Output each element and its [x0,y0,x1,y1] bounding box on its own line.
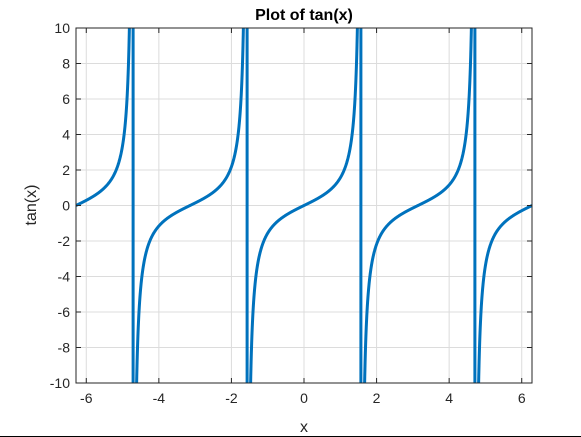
x-tick-label: -6 [80,390,93,406]
y-axis-label: tan(x) [23,185,40,226]
y-tick-label: 6 [62,91,70,107]
y-tick-label: 0 [62,198,70,214]
y-tick-label: -10 [50,375,70,391]
y-tick-label: 4 [62,127,70,143]
x-axis-label: x [300,419,308,436]
y-tick-label: -4 [58,269,71,285]
y-tick-label: -6 [58,304,71,320]
x-tick-label: 6 [518,390,526,406]
y-tick-label: 10 [54,20,70,36]
x-tick-label: -4 [153,390,166,406]
x-tick-label: -2 [225,390,238,406]
chart-title: Plot of tan(x) [255,7,353,24]
plot-area [76,28,532,383]
tan-curve-line [76,28,532,383]
y-tick-label: 2 [62,162,70,178]
y-tick-label: -2 [58,233,71,249]
x-tick-label: 0 [300,390,308,406]
y-tick-label: 8 [62,56,70,72]
axis-ticks: -6 -4 -2 0 2 4 6 -10 -8 -6 -4 -2 0 2 4 6 8 10 [50,20,532,406]
x-tick-label: 4 [445,390,453,406]
y-tick-label: -8 [58,340,71,356]
x-tick-label: 2 [373,390,381,406]
